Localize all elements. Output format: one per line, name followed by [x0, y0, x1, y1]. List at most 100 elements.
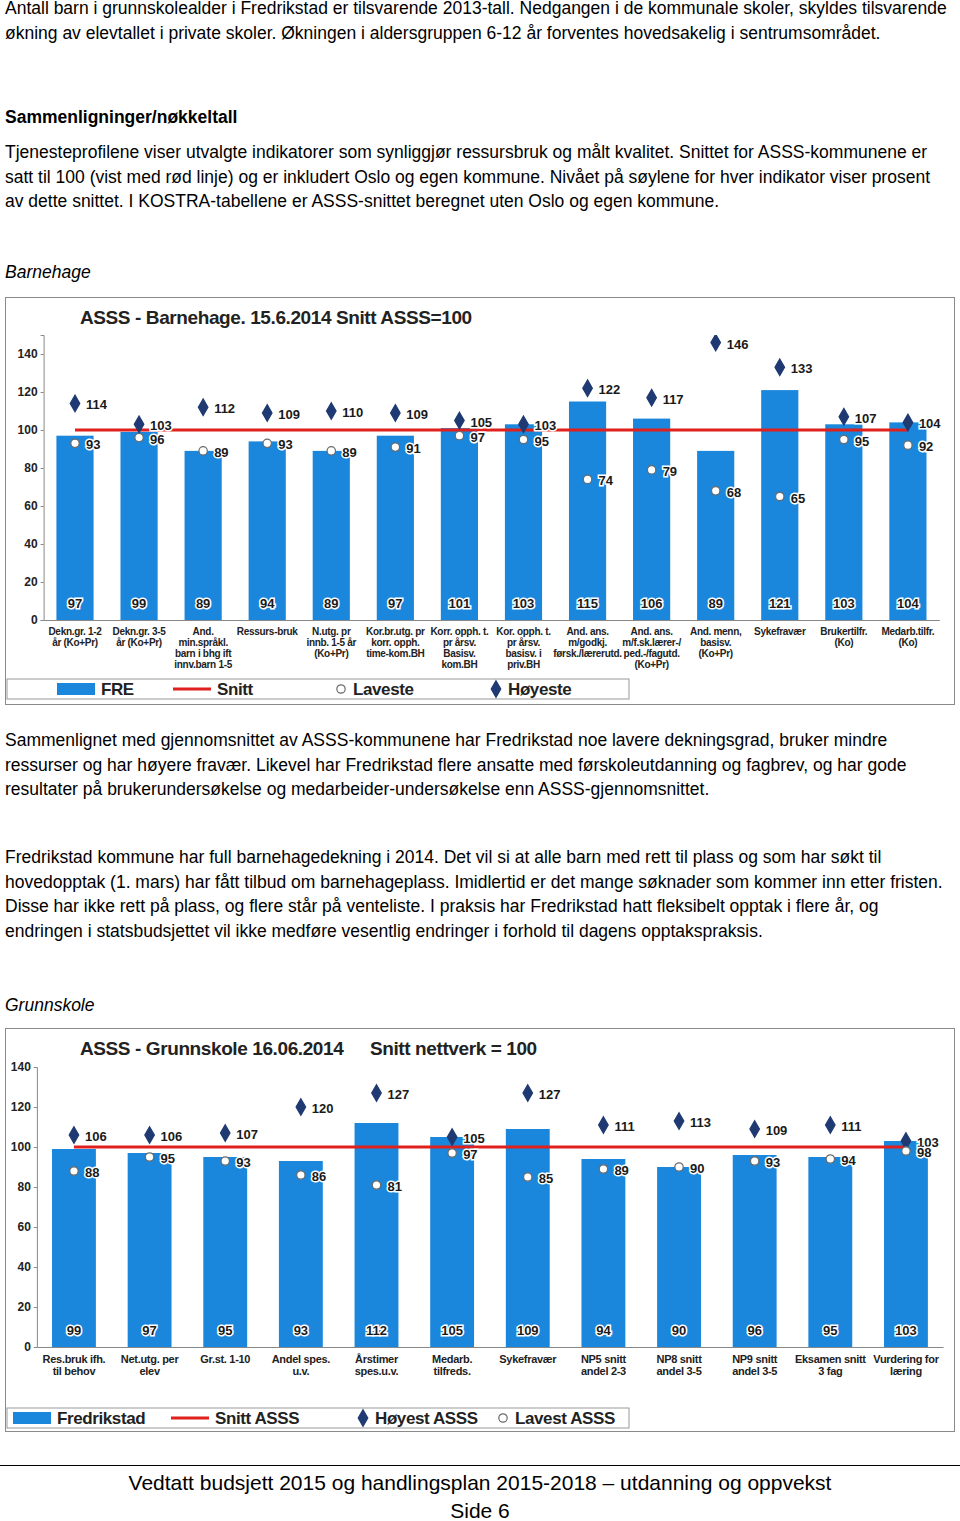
bar: [505, 424, 542, 620]
tick: 40: [24, 537, 43, 551]
legend-swatch: [173, 688, 211, 691]
marker: [839, 408, 849, 425]
category-label: Sykefravær: [499, 1353, 557, 1365]
bar: [657, 1167, 701, 1347]
legend: FRESnittLavesteHøyeste: [7, 679, 629, 699]
label-line: m/f.sk.lærer-/: [622, 637, 681, 648]
data-label: 88: [85, 1165, 99, 1180]
marker: [674, 1113, 684, 1130]
label-line: (Ko+Pr): [699, 648, 733, 659]
data-label: 114: [86, 397, 108, 412]
marker: [262, 405, 272, 422]
page: Antall barn i grunnskolealder i Fredriks…: [0, 0, 960, 1521]
category-label: And. ans.m/godkj.førsk./lærerutd.: [553, 626, 622, 659]
paragraph: Sammenlignet med gjennomsnittet av ASSS-…: [5, 728, 953, 802]
marker: [902, 1147, 910, 1155]
category-label: N.utg. prinnb. 1-5 år(Ko+Pr): [306, 626, 356, 659]
category-label: Medarb.tilfreds.: [432, 1353, 472, 1377]
tick-mark: [41, 582, 44, 583]
data-label: 120: [312, 1101, 334, 1116]
marker: [903, 414, 913, 431]
data-label: 89: [196, 596, 210, 611]
label-line: priv.BH: [507, 659, 540, 670]
data-label: 95: [823, 1323, 837, 1338]
label-line: innb. 1-5 år: [306, 637, 356, 648]
label-line: m/godkj.: [568, 637, 607, 648]
marker: [519, 416, 529, 433]
tick-mark: [41, 544, 44, 545]
tick: 100: [18, 423, 44, 437]
label-line: time-kom.BH: [366, 648, 424, 659]
data-label: 106: [641, 596, 663, 611]
legend-label: Høyeste: [508, 680, 571, 699]
chart-title: ASSS - Grunnskole 16.06.2014: [80, 1038, 344, 1059]
tick-mark: [34, 1227, 37, 1228]
chart: ASSS - Barnehage. 15.6.2014 Snitt ASSS=1…: [5, 297, 955, 705]
label-line: pr årsv.: [507, 637, 541, 648]
tick-mark: [34, 1187, 37, 1188]
data-label: 101: [449, 596, 471, 611]
marker: [583, 380, 593, 397]
axis-line: [37, 1347, 943, 1348]
label-line: Basisv.: [443, 648, 476, 659]
label-line: pr årsv.: [443, 637, 477, 648]
bar: [430, 1137, 474, 1347]
paragraph: Tjenesteprofilene viser utvalgte indikat…: [5, 140, 953, 214]
category-label: Medarb.tilfr.(Ko): [882, 626, 935, 648]
category-label: Ressurs-bruk: [237, 626, 299, 637]
marker: [326, 403, 336, 420]
tick-label: 60: [24, 499, 38, 513]
tick: And.min.språkl.barn i bhg iftinnv.barn 1…: [174, 620, 232, 670]
data-labels: 9799899489971011031151068912110310493968…: [68, 337, 942, 611]
data-label: 96: [150, 432, 164, 447]
marker: [145, 1127, 155, 1144]
tick: Kor.br.utg. prkorr. opph.time-kom.BH: [366, 620, 425, 659]
data-label: 117: [663, 392, 684, 407]
category-label: Vurdering forlæring: [873, 1353, 939, 1377]
marker: [519, 435, 527, 443]
chart-title: ASSS - Barnehage. 15.6.2014 Snitt ASSS=1…: [80, 307, 472, 328]
label-line: Dekn.gr. 3-5: [113, 626, 167, 637]
marker: [599, 1117, 609, 1134]
legend-swatch: [358, 1410, 368, 1427]
label-line: Gr.st. 1-10: [200, 1353, 250, 1365]
tick: NP5 snittandel 2-3: [581, 1347, 627, 1377]
tick: 80: [18, 1180, 37, 1194]
tick-label: 80: [18, 1180, 32, 1194]
tick-label: 120: [11, 1100, 31, 1114]
bar: [120, 432, 157, 620]
category-label: Gr.st. 1-10: [200, 1353, 250, 1365]
tick: Vurdering forlæring: [873, 1347, 939, 1377]
line: [74, 1146, 906, 1149]
bar: [128, 1153, 172, 1347]
bar: [279, 1161, 323, 1347]
tick: Sykefravær: [499, 1347, 557, 1365]
marker: [134, 416, 144, 433]
tick-label: 20: [24, 575, 38, 589]
tick: Medarb.tilfr.(Ko): [882, 620, 935, 648]
legend: FredrikstadSnitt ASSSHøyest ASSSLavest A…: [7, 1408, 629, 1428]
label-line: førsk./lærerutd.: [553, 648, 622, 659]
legend-label: Høyest ASSS: [375, 1409, 478, 1428]
tick: Net.utg. perelev: [121, 1347, 180, 1377]
tick: Kor. opph. t.pr årsv.basisv. ipriv.BH: [496, 620, 551, 670]
axis-line: [34, 1068, 38, 1348]
marker: [448, 1149, 456, 1157]
tick-mark: [34, 1067, 37, 1068]
marker: [825, 1117, 835, 1134]
data-label: 146: [727, 337, 749, 352]
tick-label: 0: [31, 613, 38, 627]
data-label: 121: [769, 596, 791, 611]
y-axis: 020406080100120140: [11, 1060, 38, 1354]
marker: [599, 1165, 607, 1173]
footer-page: Side 6: [0, 1498, 960, 1521]
marker: [455, 412, 465, 429]
paragraph: Antall barn i grunnskolealder i Fredriks…: [5, 0, 953, 45]
data-label: 94: [596, 1323, 611, 1338]
category-label: And.min.språkl.barn i bhg iftinnv.barn 1…: [174, 626, 232, 670]
label-line: Medarb.tilfr.: [882, 626, 935, 637]
marker: [391, 405, 401, 422]
data-label: 107: [855, 411, 877, 426]
label-line: ped.-/fagutd.: [624, 648, 681, 659]
data-label: 105: [463, 1131, 485, 1146]
